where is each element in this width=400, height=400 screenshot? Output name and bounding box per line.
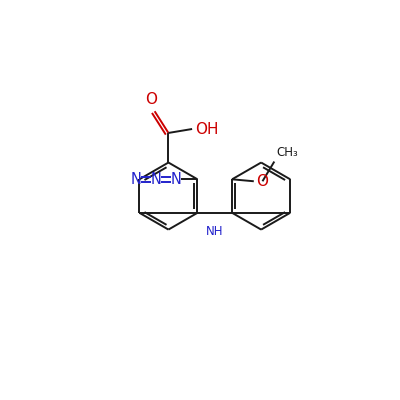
Text: OH: OH (195, 122, 219, 136)
Text: O: O (146, 92, 158, 107)
Text: O: O (256, 174, 268, 189)
Text: NH: NH (206, 226, 224, 238)
Text: CH₃: CH₃ (276, 146, 298, 159)
Text: N: N (131, 172, 142, 187)
Text: N: N (170, 172, 181, 187)
Text: N: N (151, 172, 162, 187)
